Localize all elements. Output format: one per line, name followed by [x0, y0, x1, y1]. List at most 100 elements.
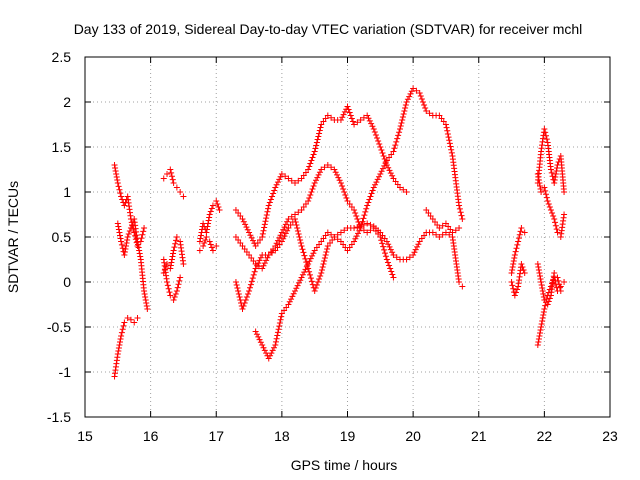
data-point	[117, 190, 124, 197]
data-point	[378, 168, 385, 175]
data-point	[294, 282, 301, 289]
x-axis-label: GPS time / hours	[291, 457, 398, 473]
data-point	[272, 184, 279, 191]
data-point	[534, 171, 541, 177]
data-point	[282, 230, 289, 237]
data-point	[397, 123, 404, 129]
data-point	[516, 231, 523, 238]
data-point	[362, 208, 369, 215]
data-point	[361, 212, 368, 219]
data-point	[302, 255, 309, 262]
data-point	[535, 336, 542, 342]
data-point	[543, 132, 550, 139]
data-point	[141, 225, 148, 231]
data-point	[274, 332, 281, 339]
data-point	[140, 228, 147, 235]
data-point	[340, 111, 347, 118]
data-point	[269, 249, 276, 256]
data-point	[379, 150, 386, 156]
data-point	[180, 261, 187, 267]
data-point	[121, 252, 128, 258]
data-point	[551, 180, 558, 186]
data-point	[536, 180, 543, 186]
satellite-track-8	[196, 234, 220, 254]
data-point	[272, 342, 279, 348]
data-point	[387, 246, 394, 253]
data-point	[393, 138, 400, 145]
data-point	[314, 136, 321, 143]
data-point	[120, 322, 127, 329]
data-point	[173, 237, 180, 244]
y-tick-label: -0.5	[47, 319, 71, 335]
data-point	[549, 210, 556, 216]
data-point	[537, 273, 543, 279]
data-point	[173, 288, 180, 294]
data-point	[545, 298, 552, 305]
data-point	[278, 313, 285, 320]
data-point	[295, 177, 302, 184]
satellite-track-7	[196, 198, 223, 245]
data-point	[459, 283, 466, 290]
data-point	[267, 352, 274, 359]
data-point	[382, 253, 389, 260]
data-point	[311, 148, 318, 155]
data-point	[403, 99, 410, 105]
satellite-track-13	[423, 207, 463, 236]
data-point	[534, 342, 541, 348]
data-point	[418, 96, 425, 102]
data-point	[261, 221, 268, 228]
data-point	[259, 230, 266, 237]
data-point	[139, 231, 146, 238]
data-point	[167, 292, 174, 299]
data-point	[456, 202, 463, 209]
data-point	[561, 189, 568, 195]
data-point	[315, 133, 322, 140]
satellite-track-12	[232, 85, 466, 312]
data-point	[353, 233, 360, 240]
data-point	[356, 227, 363, 234]
data-point	[541, 297, 548, 303]
data-point	[256, 336, 263, 343]
data-point	[113, 174, 120, 180]
data-point	[177, 189, 184, 195]
data-point	[302, 266, 309, 273]
data-point	[270, 190, 277, 197]
data-point	[298, 243, 305, 249]
data-point	[294, 225, 301, 231]
data-point	[303, 259, 310, 266]
data-point	[521, 270, 528, 276]
data-point	[172, 291, 179, 297]
data-point	[207, 241, 214, 248]
data-point	[174, 284, 181, 291]
data-point	[354, 119, 361, 126]
data-point	[271, 344, 277, 351]
data-point	[389, 271, 396, 278]
data-point	[416, 90, 423, 96]
data-point	[515, 235, 522, 242]
data-point	[395, 132, 402, 139]
data-point	[263, 350, 270, 357]
data-point	[341, 108, 348, 115]
y-tick-label: -1	[59, 364, 72, 380]
data-point	[443, 124, 450, 131]
data-point	[520, 267, 527, 273]
data-point	[404, 96, 411, 103]
data-point	[376, 173, 382, 180]
data-point	[117, 232, 123, 239]
data-point	[162, 264, 169, 270]
data-point	[539, 288, 546, 294]
data-point	[537, 330, 543, 336]
data-point	[273, 240, 280, 247]
data-point	[316, 276, 323, 282]
data-point	[242, 297, 249, 303]
data-point	[299, 271, 306, 278]
data-point	[131, 319, 138, 326]
data-point	[282, 173, 289, 180]
data-point	[282, 221, 289, 228]
x-tick-label: 18	[274, 428, 290, 444]
data-point	[544, 198, 551, 204]
data-point	[349, 118, 356, 125]
data-point	[127, 316, 134, 323]
data-point	[541, 306, 548, 312]
